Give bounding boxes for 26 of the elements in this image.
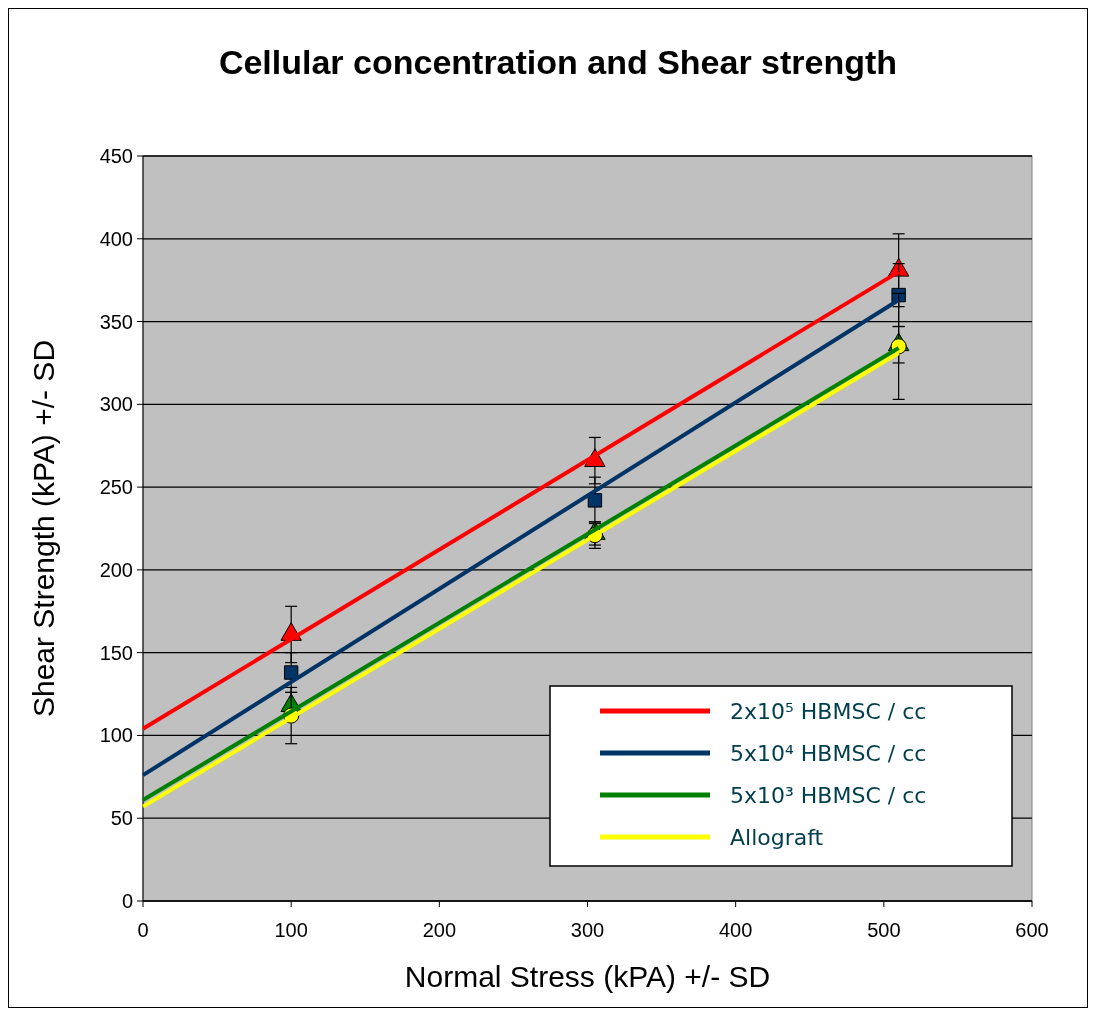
y-tick-label: 350 [99,310,133,333]
point [283,665,299,680]
y-tick-label: 200 [99,558,133,581]
y-tick-label: 0 [121,890,133,912]
y-tick-label: 400 [99,227,133,250]
point [587,493,603,508]
legend-label: 2x10⁵ HBMSC / cc [730,698,927,724]
x-tick-label: 600 [1015,919,1049,941]
x-tick-label: 100 [274,919,308,941]
y-tick-label: 250 [99,476,133,499]
x-tick-label: 300 [570,919,605,941]
y-axis-title: Shear Strength (kPA) +/- SD [27,339,60,718]
legend-label: 5x10³ HBMSC / cc [730,782,927,808]
legend-label: 5x10⁴ HBMSC / cc [730,740,927,766]
y-tick-label: 50 [110,807,133,830]
x-tick-label: 200 [422,919,457,941]
chart-title: Cellular concentration and Shear strength [218,43,898,81]
x-tick-label: 0 [137,919,149,941]
x-tick-label: 400 [718,919,753,941]
y-tick-label: 150 [99,641,133,664]
y-tick-label: 450 [99,145,133,167]
y-tick-label: 100 [99,724,133,747]
y-tick-label: 300 [99,393,133,416]
x-tick-label: 500 [867,919,901,941]
x-axis-title: Normal Stress (kPA) +/- SD [404,960,771,993]
legend-label: Allograft [730,824,824,850]
